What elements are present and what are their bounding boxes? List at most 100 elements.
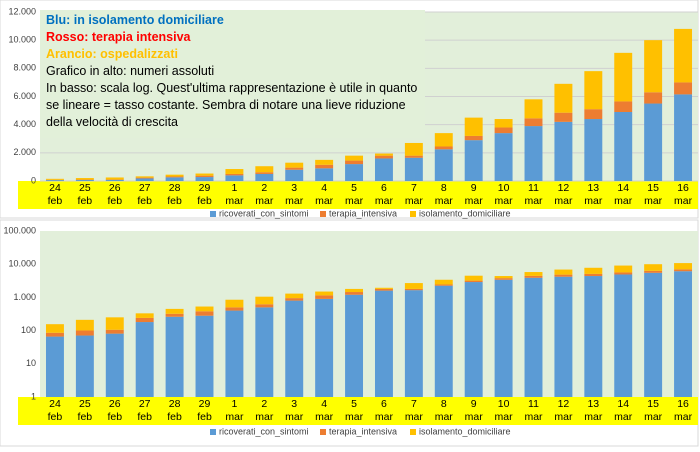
bar-segment: [405, 290, 423, 397]
bar-segment: [465, 281, 483, 282]
legend-label: ricoverati_con_sintomi: [219, 208, 309, 218]
y-tick-label: 12.000: [8, 6, 36, 16]
x-tick-label: 10 mar: [489, 398, 519, 424]
bar-segment: [166, 309, 184, 314]
legend-label: terapia_intensiva: [329, 208, 397, 218]
bar-segment: [375, 158, 393, 181]
bar-segment: [495, 276, 513, 278]
bar-segment: [525, 118, 543, 126]
x-tick-label: 13 mar: [578, 398, 608, 424]
x-tick-label: 9 mar: [459, 182, 489, 208]
x-tick-label-box: 2 mar: [249, 398, 279, 426]
x-tick-label: 12 mar: [548, 182, 578, 208]
bar-segment: [345, 164, 363, 181]
x-tick-label-box: 24 feb: [40, 398, 70, 426]
bar-segment: [584, 268, 602, 274]
bar-segment: [136, 178, 154, 179]
bar-segment: [225, 169, 243, 174]
x-tick-label: 2 mar: [249, 182, 279, 208]
bar-segment: [136, 176, 154, 177]
bar-segment: [405, 283, 423, 289]
bar-segment: [614, 274, 632, 397]
x-tick-label-box: 5 mar: [339, 182, 369, 210]
bar-segment: [166, 317, 184, 397]
bar-segment: [674, 269, 692, 271]
bar-segment: [435, 146, 453, 149]
bar-segment: [106, 334, 124, 397]
bar-segment: [225, 300, 243, 308]
x-tick-label-box: 15 mar: [638, 398, 668, 426]
y-tick-label: 10: [26, 358, 36, 368]
bar-segment: [554, 122, 572, 181]
bar-segment: [285, 294, 303, 299]
bar-segment: [584, 119, 602, 181]
bar-segment: [554, 84, 572, 113]
bar-segment: [255, 172, 273, 174]
y-tick-label: 10.000: [8, 259, 36, 269]
bar-segment: [435, 133, 453, 146]
x-tick-label: 14 mar: [608, 182, 638, 208]
bar-segment: [315, 160, 333, 165]
x-tick-label: 8 mar: [429, 398, 459, 424]
bar-segment: [76, 336, 94, 397]
x-tick-label: 26 feb: [100, 182, 130, 208]
legend-label: terapia_intensiva: [329, 426, 397, 436]
note-line: In basso: scala log. Quest'ultima rappre…: [46, 80, 419, 131]
bar-segment: [315, 168, 333, 181]
x-tick-label: 28 feb: [160, 182, 190, 208]
bar-segment: [46, 333, 64, 337]
x-tick-label: 15 mar: [638, 182, 668, 208]
bar-segment: [76, 330, 94, 335]
bar-segment: [46, 180, 64, 181]
bar-segment: [196, 316, 214, 397]
bar-segment: [225, 311, 243, 397]
bar-segment: [614, 266, 632, 273]
x-tick-label: 25 feb: [70, 182, 100, 208]
x-tick-label: 9 mar: [459, 398, 489, 424]
bar-segment: [345, 289, 363, 292]
bar-segment: [345, 156, 363, 161]
bar-segment: [644, 273, 662, 397]
x-tick-label-box: 14 mar: [608, 182, 638, 210]
bar-segment: [435, 149, 453, 181]
y-tick-label: 1: [31, 391, 36, 401]
bar-segment: [285, 163, 303, 168]
bar-segment: [495, 119, 513, 127]
x-tick-label: 28 feb: [160, 398, 190, 424]
bar-segment: [644, 92, 662, 103]
y-tick-label: 2.000: [13, 147, 36, 157]
legend-swatch: [210, 211, 216, 217]
bar-segment: [405, 158, 423, 181]
bar-segment: [554, 277, 572, 397]
bar-segment: [255, 304, 273, 307]
bar-segment: [106, 330, 124, 334]
bar-segment: [46, 179, 64, 180]
x-tick-label-box: 25 feb: [70, 398, 100, 426]
bar-segment: [375, 288, 393, 289]
x-tick-label: 4 mar: [309, 398, 339, 424]
y-tick-label: 0: [31, 175, 36, 185]
note-line: Arancio: ospedalizzati: [46, 46, 419, 63]
bar-segment: [465, 140, 483, 181]
bar-segment: [554, 270, 572, 275]
bar-segment: [315, 165, 333, 169]
x-tick-label-box: 13 mar: [578, 182, 608, 210]
x-tick-label: 27 feb: [130, 398, 160, 424]
x-tick-label: 5 mar: [339, 182, 369, 208]
bar-segment: [196, 177, 214, 181]
x-tick-label: 3 mar: [279, 182, 309, 208]
bar-segment: [674, 82, 692, 94]
y-tick-label: 6.000: [13, 91, 36, 101]
y-tick-label: 100.000: [3, 225, 36, 235]
x-tick-label-box: 6 mar: [369, 398, 399, 426]
bar-segment: [136, 313, 154, 318]
x-tick-label-box: 16 mar: [668, 182, 698, 210]
x-tick-label-box: 2 mar: [249, 182, 279, 210]
x-tick-label: 4 mar: [309, 182, 339, 208]
x-tick-label: 8 mar: [429, 182, 459, 208]
bar-segment: [405, 156, 423, 158]
bar-segment: [405, 143, 423, 156]
x-tick-label: 11 mar: [519, 182, 549, 208]
